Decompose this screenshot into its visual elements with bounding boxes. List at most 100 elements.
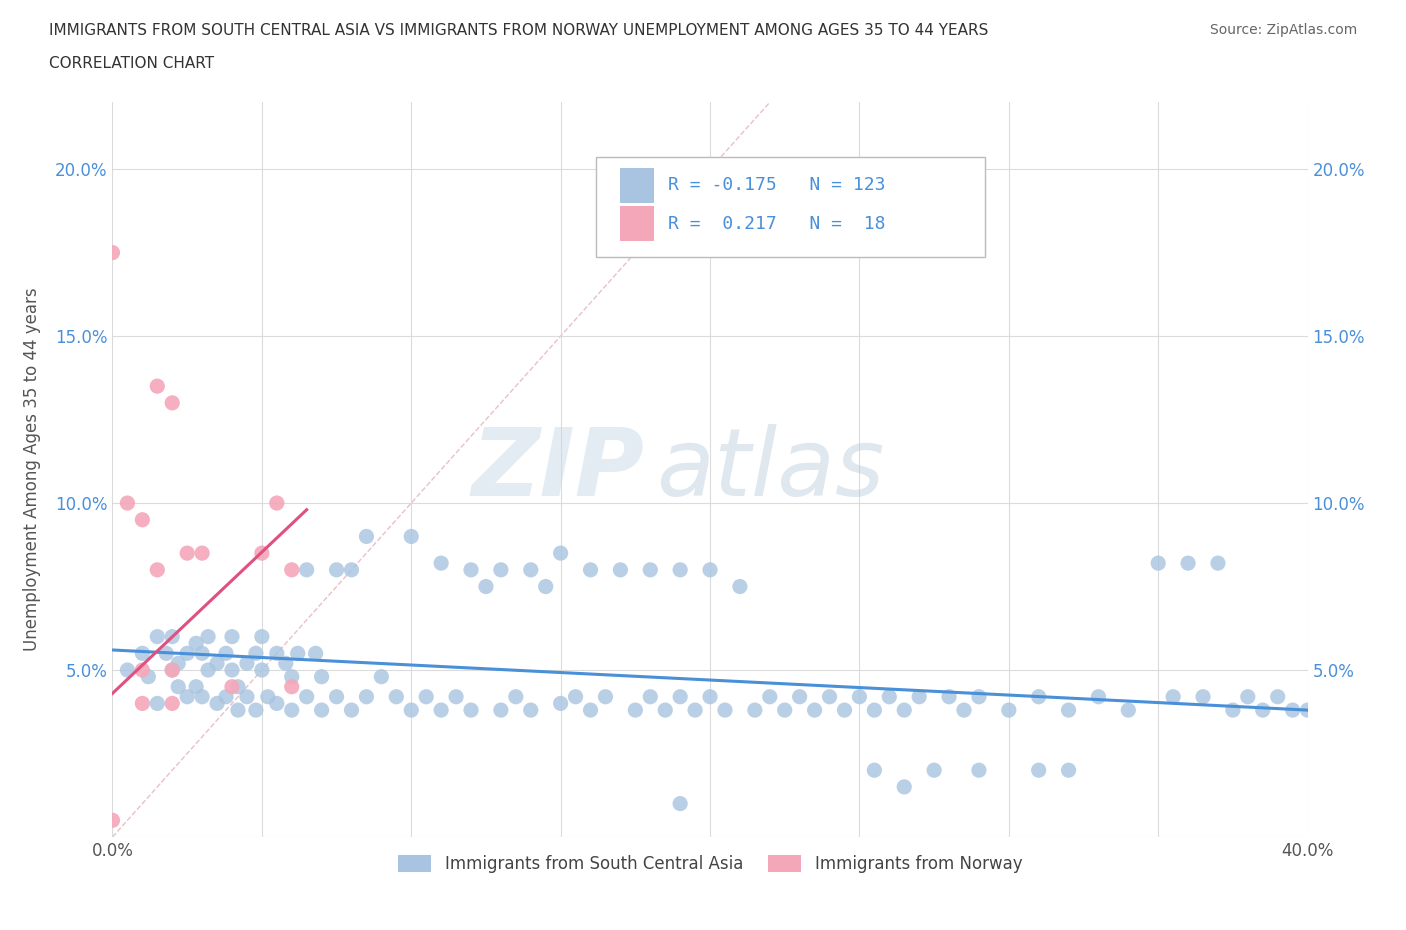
Y-axis label: Unemployment Among Ages 35 to 44 years: Unemployment Among Ages 35 to 44 years xyxy=(24,288,41,651)
Text: IMMIGRANTS FROM SOUTH CENTRAL ASIA VS IMMIGRANTS FROM NORWAY UNEMPLOYMENT AMONG : IMMIGRANTS FROM SOUTH CENTRAL ASIA VS IM… xyxy=(49,23,988,38)
Point xyxy=(191,546,214,561)
Point xyxy=(789,689,811,704)
FancyBboxPatch shape xyxy=(620,206,654,241)
Point xyxy=(266,496,288,511)
Point xyxy=(167,679,190,694)
Point xyxy=(221,679,243,694)
Point xyxy=(863,763,886,777)
Point xyxy=(295,563,318,578)
Point xyxy=(834,703,856,718)
Point xyxy=(1087,689,1109,704)
Point xyxy=(176,546,198,561)
Point xyxy=(475,579,498,594)
Point xyxy=(967,689,990,704)
Point xyxy=(236,689,259,704)
Point xyxy=(908,689,931,704)
Text: CORRELATION CHART: CORRELATION CHART xyxy=(49,56,214,71)
Point xyxy=(1028,689,1050,704)
Point xyxy=(534,579,557,594)
Point xyxy=(1222,703,1244,718)
Point xyxy=(186,679,208,694)
Point xyxy=(146,696,169,711)
Point xyxy=(167,656,190,671)
Text: R =  0.217   N =  18: R = 0.217 N = 18 xyxy=(668,215,886,232)
Point xyxy=(162,395,183,410)
Point xyxy=(1237,689,1260,704)
Point xyxy=(401,703,423,718)
Point xyxy=(311,703,333,718)
Point xyxy=(340,703,363,718)
Point xyxy=(669,796,692,811)
Point xyxy=(669,689,692,704)
Text: R = -0.175   N = 123: R = -0.175 N = 123 xyxy=(668,177,886,194)
Point xyxy=(295,689,318,704)
Point xyxy=(226,703,249,718)
Point xyxy=(215,689,238,704)
Point xyxy=(131,646,153,661)
Point xyxy=(146,630,169,644)
Point xyxy=(699,563,721,578)
Point xyxy=(131,512,153,527)
Point xyxy=(131,662,153,677)
Point xyxy=(250,630,273,644)
Point xyxy=(176,689,198,704)
Point xyxy=(848,689,870,704)
Point xyxy=(430,556,453,571)
Point xyxy=(117,496,139,511)
Point xyxy=(191,689,214,704)
Point xyxy=(274,656,297,671)
Point xyxy=(415,689,437,704)
Legend: Immigrants from South Central Asia, Immigrants from Norway: Immigrants from South Central Asia, Immi… xyxy=(391,848,1029,880)
Point xyxy=(101,246,124,260)
Point xyxy=(640,689,662,704)
Point xyxy=(550,546,572,561)
Point xyxy=(773,703,796,718)
Point xyxy=(1028,763,1050,777)
Point xyxy=(460,563,482,578)
Point xyxy=(245,703,267,718)
Point xyxy=(699,689,721,704)
Point xyxy=(146,379,169,393)
Point xyxy=(266,696,288,711)
Point xyxy=(281,563,304,578)
Point xyxy=(1206,556,1229,571)
Point xyxy=(131,696,153,711)
Point xyxy=(226,679,249,694)
Point xyxy=(1118,703,1140,718)
Point xyxy=(221,630,243,644)
Point xyxy=(683,703,706,718)
Point xyxy=(1161,689,1184,704)
Point xyxy=(245,646,267,661)
Point xyxy=(287,646,309,661)
FancyBboxPatch shape xyxy=(620,167,654,203)
Point xyxy=(250,662,273,677)
Point xyxy=(146,563,169,578)
Point xyxy=(311,670,333,684)
Point xyxy=(579,703,602,718)
Point xyxy=(922,763,945,777)
Point xyxy=(640,563,662,578)
Point xyxy=(340,563,363,578)
Point xyxy=(460,703,482,718)
Point xyxy=(162,662,183,677)
Point xyxy=(595,689,617,704)
Point xyxy=(803,703,825,718)
Point xyxy=(1251,703,1274,718)
Point xyxy=(953,703,976,718)
Point xyxy=(520,703,543,718)
Point xyxy=(579,563,602,578)
Point xyxy=(609,563,631,578)
Point xyxy=(967,763,990,777)
Point xyxy=(654,703,676,718)
Point xyxy=(1177,556,1199,571)
Point xyxy=(101,813,124,828)
Point xyxy=(191,646,214,661)
Point xyxy=(564,689,586,704)
Point xyxy=(325,563,347,578)
Point xyxy=(520,563,543,578)
Point xyxy=(197,662,219,677)
Point xyxy=(998,703,1021,718)
Point xyxy=(669,563,692,578)
Point xyxy=(117,662,139,677)
Point xyxy=(879,689,901,704)
